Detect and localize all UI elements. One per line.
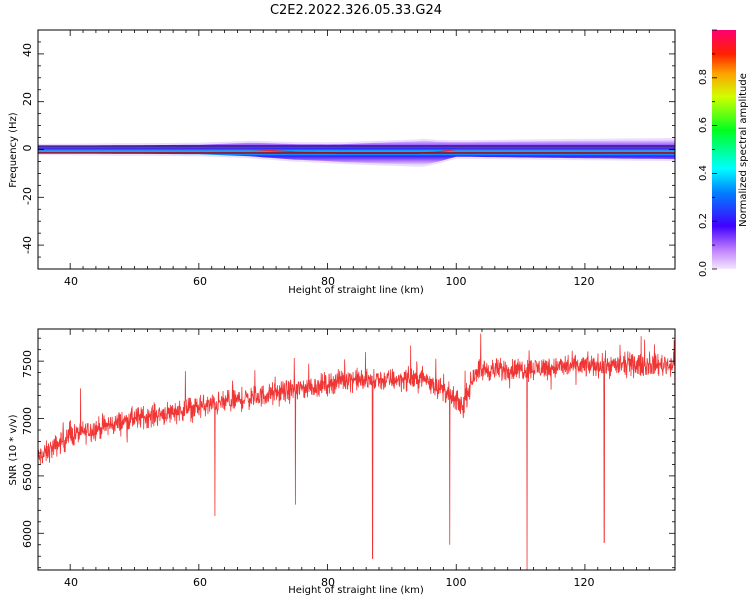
colorbar-tick-0.4: 0.4 <box>698 165 709 181</box>
spectrogram-xlabel: Height of straight line (km) <box>288 285 424 296</box>
colorbar-tick-0.2: 0.2 <box>698 213 709 229</box>
snr-xtick-100: 100 <box>446 576 467 589</box>
spectrogram-xtick-120: 120 <box>574 275 595 288</box>
snr-ticks <box>38 329 675 570</box>
spectrogram-ytick-neg20: -20 <box>21 187 34 205</box>
spectrogram-xtick-40: 40 <box>64 275 78 288</box>
snr-ylabel: SNR (10 * v/v) <box>8 414 19 485</box>
colorbar-gradient <box>712 30 736 269</box>
colorbar-label: Normalized spectral amplitude <box>738 73 749 227</box>
spectrogram-xtick-60: 60 <box>193 275 207 288</box>
spectrogram-ytick-neg40: -40 <box>21 236 34 254</box>
colorbar-tick-0.6: 0.6 <box>698 117 709 133</box>
chart-title: C2E2.2022.326.05.33.G24 <box>270 3 442 18</box>
colorbar-ticks <box>712 29 717 270</box>
spectrogram-xtick-100: 100 <box>446 275 467 288</box>
spectrogram-ytick-20: 20 <box>21 92 34 106</box>
snr-ytick-6500: 6500 <box>21 463 34 491</box>
spectrogram-ylabel: Frequency (Hz) <box>8 112 19 188</box>
spectrogram-xtick-80: 80 <box>321 275 335 288</box>
snr-xtick-40: 40 <box>64 576 78 589</box>
snr-ytick-6000: 6000 <box>21 520 34 548</box>
spectrogram-band <box>38 137 675 167</box>
snr-xtick-120: 120 <box>574 576 595 589</box>
spectrogram-ytick-0: 0 <box>21 145 34 152</box>
snr-ytick-7500: 7500 <box>21 350 34 378</box>
colorbar: 0.0 0.2 0.4 0.6 0.8 Normalized spectral … <box>698 29 749 277</box>
spectrogram-ticks <box>38 29 675 270</box>
snr-xtick-80: 80 <box>321 576 335 589</box>
snr-xtick-60: 60 <box>193 576 207 589</box>
snr-ytick-7000: 7000 <box>21 407 34 435</box>
spectrogram-ytick-40: 40 <box>21 43 34 57</box>
snr-panel: 40 60 80 100 120 7500 7000 6500 6000 Hei… <box>8 328 676 596</box>
spectrogram-panel: 40 60 80 100 120 40 20 0 -20 -40 Height … <box>8 29 676 296</box>
colorbar-tick-0.0: 0.0 <box>698 261 709 277</box>
snr-series-line <box>38 333 675 570</box>
snr-frame <box>37 328 676 571</box>
snr-xlabel: Height of straight line (km) <box>288 585 424 596</box>
colorbar-tick-0.8: 0.8 <box>698 69 709 85</box>
